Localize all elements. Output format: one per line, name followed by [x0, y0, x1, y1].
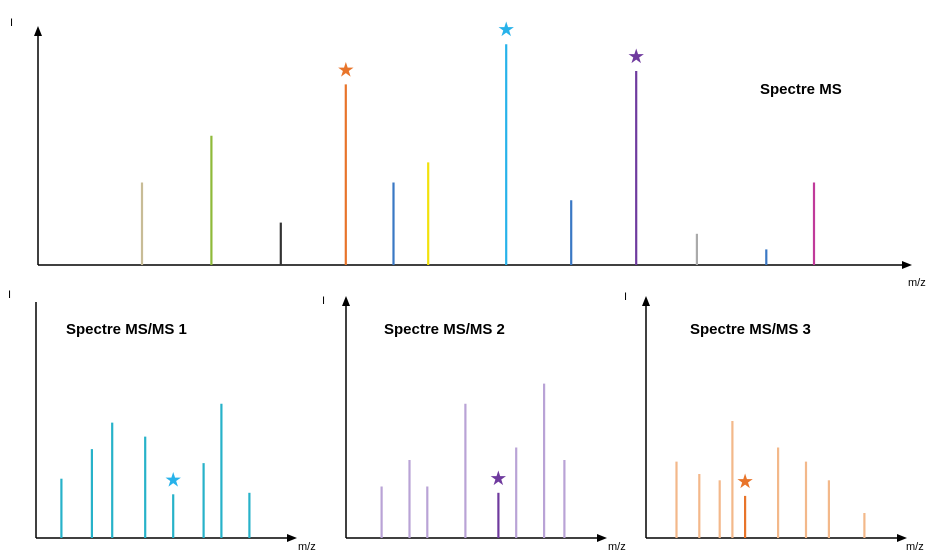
- panel-title: Spectre MS: [760, 81, 842, 98]
- y-axis-arrow: [342, 296, 350, 306]
- x-axis-label: m/z: [906, 541, 924, 551]
- x-axis-label: m/z: [608, 541, 626, 551]
- y-axis-label: I: [322, 295, 325, 307]
- star-icon: ★: [489, 466, 507, 490]
- y-axis-label: I: [624, 291, 627, 303]
- x-axis-arrow: [287, 534, 297, 542]
- peaks: ★: [675, 421, 866, 538]
- panel-title: Spectre MS/MS 2: [384, 321, 505, 338]
- x-axis-label: m/z: [298, 541, 316, 551]
- star-icon: ★: [497, 17, 515, 41]
- panel-spectre-msms-2: I m/z Spectre MS/MS 2 ★: [322, 295, 626, 551]
- star-icon: ★: [736, 469, 754, 493]
- panel-spectre-ms: I m/z Spectre MS ★ ★ ★: [10, 17, 926, 289]
- y-axis-label: I: [10, 17, 13, 29]
- x-axis-arrow: [897, 534, 907, 542]
- panel-spectre-msms-3: I m/z Spectre MS/MS 3 ★: [624, 291, 924, 551]
- star-icon: ★: [164, 467, 182, 491]
- star-icon: ★: [337, 57, 355, 81]
- star-icon: ★: [627, 44, 645, 68]
- x-axis-label: m/z: [908, 277, 926, 289]
- x-axis-arrow: [902, 261, 912, 269]
- y-axis-label: I: [8, 289, 11, 301]
- y-axis-arrow: [34, 26, 42, 36]
- panel-title: Spectre MS/MS 1: [66, 321, 187, 338]
- y-axis-arrow: [642, 296, 650, 306]
- panel-title: Spectre MS/MS 3: [690, 321, 811, 338]
- peaks: ★: [380, 383, 566, 538]
- panel-spectre-msms-1: I m/z Spectre MS/MS 1 ★: [8, 289, 316, 551]
- x-axis-arrow: [597, 534, 607, 542]
- peaks: ★: [60, 403, 251, 538]
- peaks: ★ ★ ★: [140, 17, 816, 265]
